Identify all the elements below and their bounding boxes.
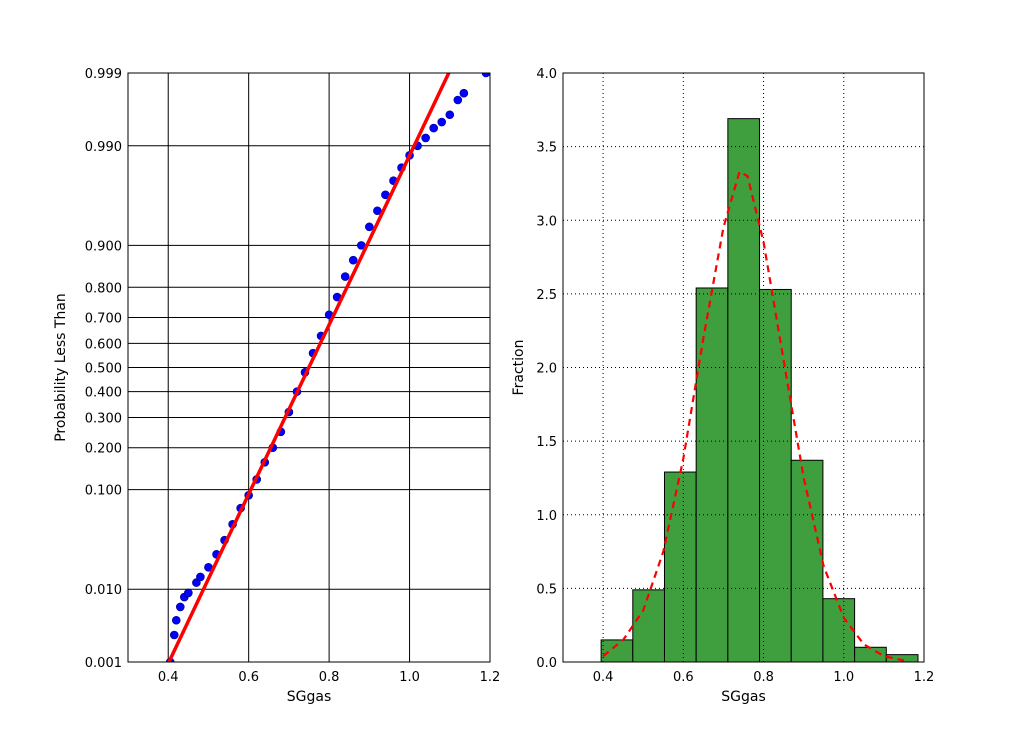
y-axis-label: Fraction	[511, 340, 527, 396]
y-tick-label: 0.001	[85, 656, 122, 671]
y-tick-label: 0.999	[85, 67, 122, 82]
y-tick-label: 0.010	[85, 583, 122, 598]
x-tick-label: 1.2	[914, 670, 935, 685]
plot-area	[165, 73, 490, 662]
data-point	[437, 117, 447, 127]
histogram-bar	[632, 589, 665, 663]
y-tick-label: 0.990	[85, 140, 122, 155]
x-tick-label: 0.8	[753, 670, 774, 685]
histogram-bar	[600, 639, 634, 663]
x-tick-label: 0.4	[158, 670, 179, 685]
y-tick-label: 4.0	[536, 67, 557, 82]
data-point	[429, 123, 438, 133]
x-tick-label: 0.4	[593, 670, 614, 685]
y-tick-label: 0.800	[85, 281, 122, 296]
y-tick-label: 0.500	[85, 362, 122, 377]
x-tick-label: 0.6	[238, 670, 259, 685]
histogram-bar	[759, 288, 792, 663]
x-tick-label: 0.8	[319, 670, 340, 685]
data-point	[348, 255, 358, 265]
data-point	[453, 95, 463, 105]
data-point	[184, 588, 193, 598]
fit-line	[166, 73, 451, 662]
data-point	[421, 133, 430, 143]
x-axis-label: SGgas	[721, 689, 766, 705]
data-point	[445, 110, 455, 120]
x-tick-label: 1.2	[480, 670, 501, 685]
histogram-plot: 0.0 0.5 1.0 1.5 2.0 2.5 3.0 3.5 4.0 0.4 0.6 0.8 1.0 1…	[511, 67, 934, 705]
y-tick-label: 0.200	[85, 442, 122, 457]
y-tick-label: 3.0	[536, 214, 557, 229]
x-axis-label: SGgas	[287, 689, 332, 705]
x-tick-label: 0.6	[673, 670, 694, 685]
y-tick-label: 0.100	[85, 484, 122, 499]
histogram-bar	[695, 287, 729, 663]
data-point	[365, 222, 374, 232]
y-tick-label: 0.300	[85, 411, 122, 426]
histogram-bar	[854, 646, 887, 663]
y-tick-label: 0.900	[85, 239, 122, 254]
y-tick-label: 1.0	[536, 509, 557, 524]
histogram-bar	[663, 471, 697, 663]
y-tick-label: 1.5	[536, 435, 557, 450]
histogram-bar	[822, 598, 856, 663]
y-tick-label: 0.700	[85, 312, 122, 327]
data-point	[459, 88, 469, 98]
data-point	[481, 73, 490, 78]
data-point	[340, 272, 350, 281]
y-tick-label: 0.0	[536, 656, 557, 671]
y-tick-label: 2.0	[536, 362, 557, 377]
y-tick-label: 0.600	[85, 337, 122, 352]
data-point	[175, 602, 185, 612]
y-axis-label: Probability Less Than	[53, 293, 69, 442]
plot-frame	[562, 72, 925, 663]
density-curve	[602, 170, 905, 662]
y-tick-label: 0.5	[536, 582, 557, 597]
y-tick-label: 2.5	[536, 288, 557, 303]
histogram-bar	[727, 118, 761, 663]
y-tick-label: 3.5	[536, 141, 557, 156]
x-tick-label: 1.0	[833, 670, 854, 685]
probability-plot: 0.001 0.010 0.100 0.200 0.300 0.400 0.500 0.600…	[53, 67, 501, 705]
x-tick-label: 1.0	[399, 670, 420, 685]
plot-frame	[127, 72, 491, 663]
data-point	[171, 615, 181, 625]
data-point	[196, 572, 205, 582]
data-point	[169, 630, 179, 640]
y-tick-label: 0.400	[85, 386, 122, 401]
